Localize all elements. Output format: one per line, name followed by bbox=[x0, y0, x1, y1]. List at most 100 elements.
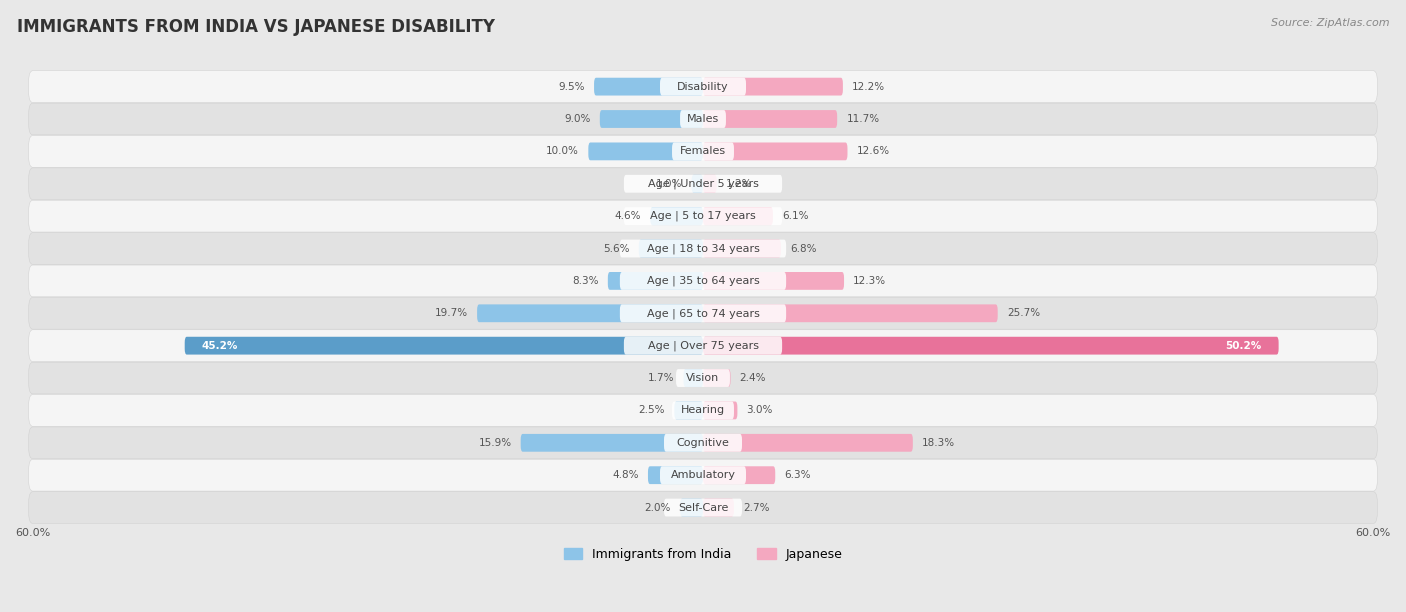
FancyBboxPatch shape bbox=[624, 175, 782, 193]
Text: Age | 65 to 74 years: Age | 65 to 74 years bbox=[647, 308, 759, 318]
Text: Age | 35 to 64 years: Age | 35 to 64 years bbox=[647, 275, 759, 286]
FancyBboxPatch shape bbox=[703, 304, 998, 322]
Text: Disability: Disability bbox=[678, 81, 728, 92]
FancyBboxPatch shape bbox=[650, 207, 703, 225]
FancyBboxPatch shape bbox=[28, 491, 1378, 523]
FancyBboxPatch shape bbox=[681, 499, 703, 517]
FancyBboxPatch shape bbox=[638, 240, 703, 258]
FancyBboxPatch shape bbox=[28, 297, 1378, 329]
FancyBboxPatch shape bbox=[683, 369, 703, 387]
Text: Age | Under 5 years: Age | Under 5 years bbox=[648, 179, 758, 189]
FancyBboxPatch shape bbox=[595, 78, 703, 95]
FancyBboxPatch shape bbox=[620, 304, 786, 322]
FancyBboxPatch shape bbox=[28, 103, 1378, 135]
Text: 1.0%: 1.0% bbox=[657, 179, 682, 188]
Text: 2.0%: 2.0% bbox=[644, 502, 671, 513]
FancyBboxPatch shape bbox=[28, 330, 1378, 362]
FancyBboxPatch shape bbox=[28, 168, 1378, 200]
FancyBboxPatch shape bbox=[624, 207, 782, 225]
FancyBboxPatch shape bbox=[664, 434, 742, 452]
Text: 45.2%: 45.2% bbox=[202, 341, 238, 351]
FancyBboxPatch shape bbox=[28, 395, 1378, 427]
Text: 6.3%: 6.3% bbox=[785, 470, 811, 480]
Text: Ambulatory: Ambulatory bbox=[671, 470, 735, 480]
Text: Hearing: Hearing bbox=[681, 405, 725, 416]
Text: 2.4%: 2.4% bbox=[740, 373, 766, 383]
FancyBboxPatch shape bbox=[477, 304, 703, 322]
FancyBboxPatch shape bbox=[659, 466, 747, 484]
FancyBboxPatch shape bbox=[672, 401, 734, 419]
Text: Vision: Vision bbox=[686, 373, 720, 383]
Text: 19.7%: 19.7% bbox=[434, 308, 468, 318]
Text: 9.0%: 9.0% bbox=[564, 114, 591, 124]
FancyBboxPatch shape bbox=[607, 272, 703, 290]
Text: Females: Females bbox=[681, 146, 725, 157]
Text: 5.6%: 5.6% bbox=[603, 244, 630, 253]
FancyBboxPatch shape bbox=[672, 143, 734, 160]
Text: 4.6%: 4.6% bbox=[614, 211, 641, 221]
Text: Self-Care: Self-Care bbox=[678, 502, 728, 513]
Text: 25.7%: 25.7% bbox=[1007, 308, 1040, 318]
Text: 18.3%: 18.3% bbox=[922, 438, 955, 448]
Text: Age | 18 to 34 years: Age | 18 to 34 years bbox=[647, 244, 759, 254]
FancyBboxPatch shape bbox=[703, 369, 731, 387]
FancyBboxPatch shape bbox=[28, 362, 1378, 394]
Text: 2.5%: 2.5% bbox=[638, 405, 665, 416]
Text: 11.7%: 11.7% bbox=[846, 114, 880, 124]
Text: IMMIGRANTS FROM INDIA VS JAPANESE DISABILITY: IMMIGRANTS FROM INDIA VS JAPANESE DISABI… bbox=[17, 18, 495, 36]
Text: 8.3%: 8.3% bbox=[572, 276, 599, 286]
FancyBboxPatch shape bbox=[664, 499, 742, 517]
FancyBboxPatch shape bbox=[703, 175, 717, 193]
FancyBboxPatch shape bbox=[28, 200, 1378, 232]
FancyBboxPatch shape bbox=[620, 272, 786, 290]
Legend: Immigrants from India, Japanese: Immigrants from India, Japanese bbox=[558, 543, 848, 566]
FancyBboxPatch shape bbox=[692, 175, 703, 193]
Text: 2.7%: 2.7% bbox=[744, 502, 769, 513]
FancyBboxPatch shape bbox=[28, 71, 1378, 102]
FancyBboxPatch shape bbox=[703, 499, 734, 517]
FancyBboxPatch shape bbox=[28, 427, 1378, 458]
Text: 15.9%: 15.9% bbox=[478, 438, 512, 448]
Text: Males: Males bbox=[688, 114, 718, 124]
FancyBboxPatch shape bbox=[703, 401, 737, 419]
FancyBboxPatch shape bbox=[648, 466, 703, 484]
Text: 12.6%: 12.6% bbox=[856, 146, 890, 157]
FancyBboxPatch shape bbox=[588, 143, 703, 160]
FancyBboxPatch shape bbox=[520, 434, 703, 452]
Text: 3.0%: 3.0% bbox=[747, 405, 773, 416]
Text: 4.8%: 4.8% bbox=[612, 470, 638, 480]
FancyBboxPatch shape bbox=[600, 110, 703, 128]
Text: 1.2%: 1.2% bbox=[725, 179, 752, 188]
FancyBboxPatch shape bbox=[703, 272, 844, 290]
FancyBboxPatch shape bbox=[28, 135, 1378, 167]
FancyBboxPatch shape bbox=[28, 233, 1378, 264]
Text: 6.1%: 6.1% bbox=[782, 211, 808, 221]
Text: 6.8%: 6.8% bbox=[790, 244, 817, 253]
Text: 60.0%: 60.0% bbox=[15, 528, 51, 538]
FancyBboxPatch shape bbox=[676, 369, 730, 387]
FancyBboxPatch shape bbox=[703, 434, 912, 452]
FancyBboxPatch shape bbox=[703, 240, 780, 258]
Text: 12.2%: 12.2% bbox=[852, 81, 886, 92]
FancyBboxPatch shape bbox=[620, 240, 786, 258]
Text: 9.5%: 9.5% bbox=[558, 81, 585, 92]
Text: Age | Over 75 years: Age | Over 75 years bbox=[648, 340, 758, 351]
FancyBboxPatch shape bbox=[703, 110, 837, 128]
Text: 50.2%: 50.2% bbox=[1225, 341, 1261, 351]
Text: Age | 5 to 17 years: Age | 5 to 17 years bbox=[650, 211, 756, 222]
Text: 60.0%: 60.0% bbox=[1355, 528, 1391, 538]
FancyBboxPatch shape bbox=[659, 78, 747, 95]
FancyBboxPatch shape bbox=[624, 337, 782, 354]
Text: 12.3%: 12.3% bbox=[853, 276, 886, 286]
FancyBboxPatch shape bbox=[703, 466, 775, 484]
FancyBboxPatch shape bbox=[675, 401, 703, 419]
FancyBboxPatch shape bbox=[703, 143, 848, 160]
Text: 1.7%: 1.7% bbox=[648, 373, 675, 383]
FancyBboxPatch shape bbox=[703, 337, 1278, 354]
FancyBboxPatch shape bbox=[681, 110, 725, 128]
FancyBboxPatch shape bbox=[28, 460, 1378, 491]
Text: 10.0%: 10.0% bbox=[547, 146, 579, 157]
FancyBboxPatch shape bbox=[28, 265, 1378, 297]
FancyBboxPatch shape bbox=[184, 337, 703, 354]
FancyBboxPatch shape bbox=[703, 207, 773, 225]
